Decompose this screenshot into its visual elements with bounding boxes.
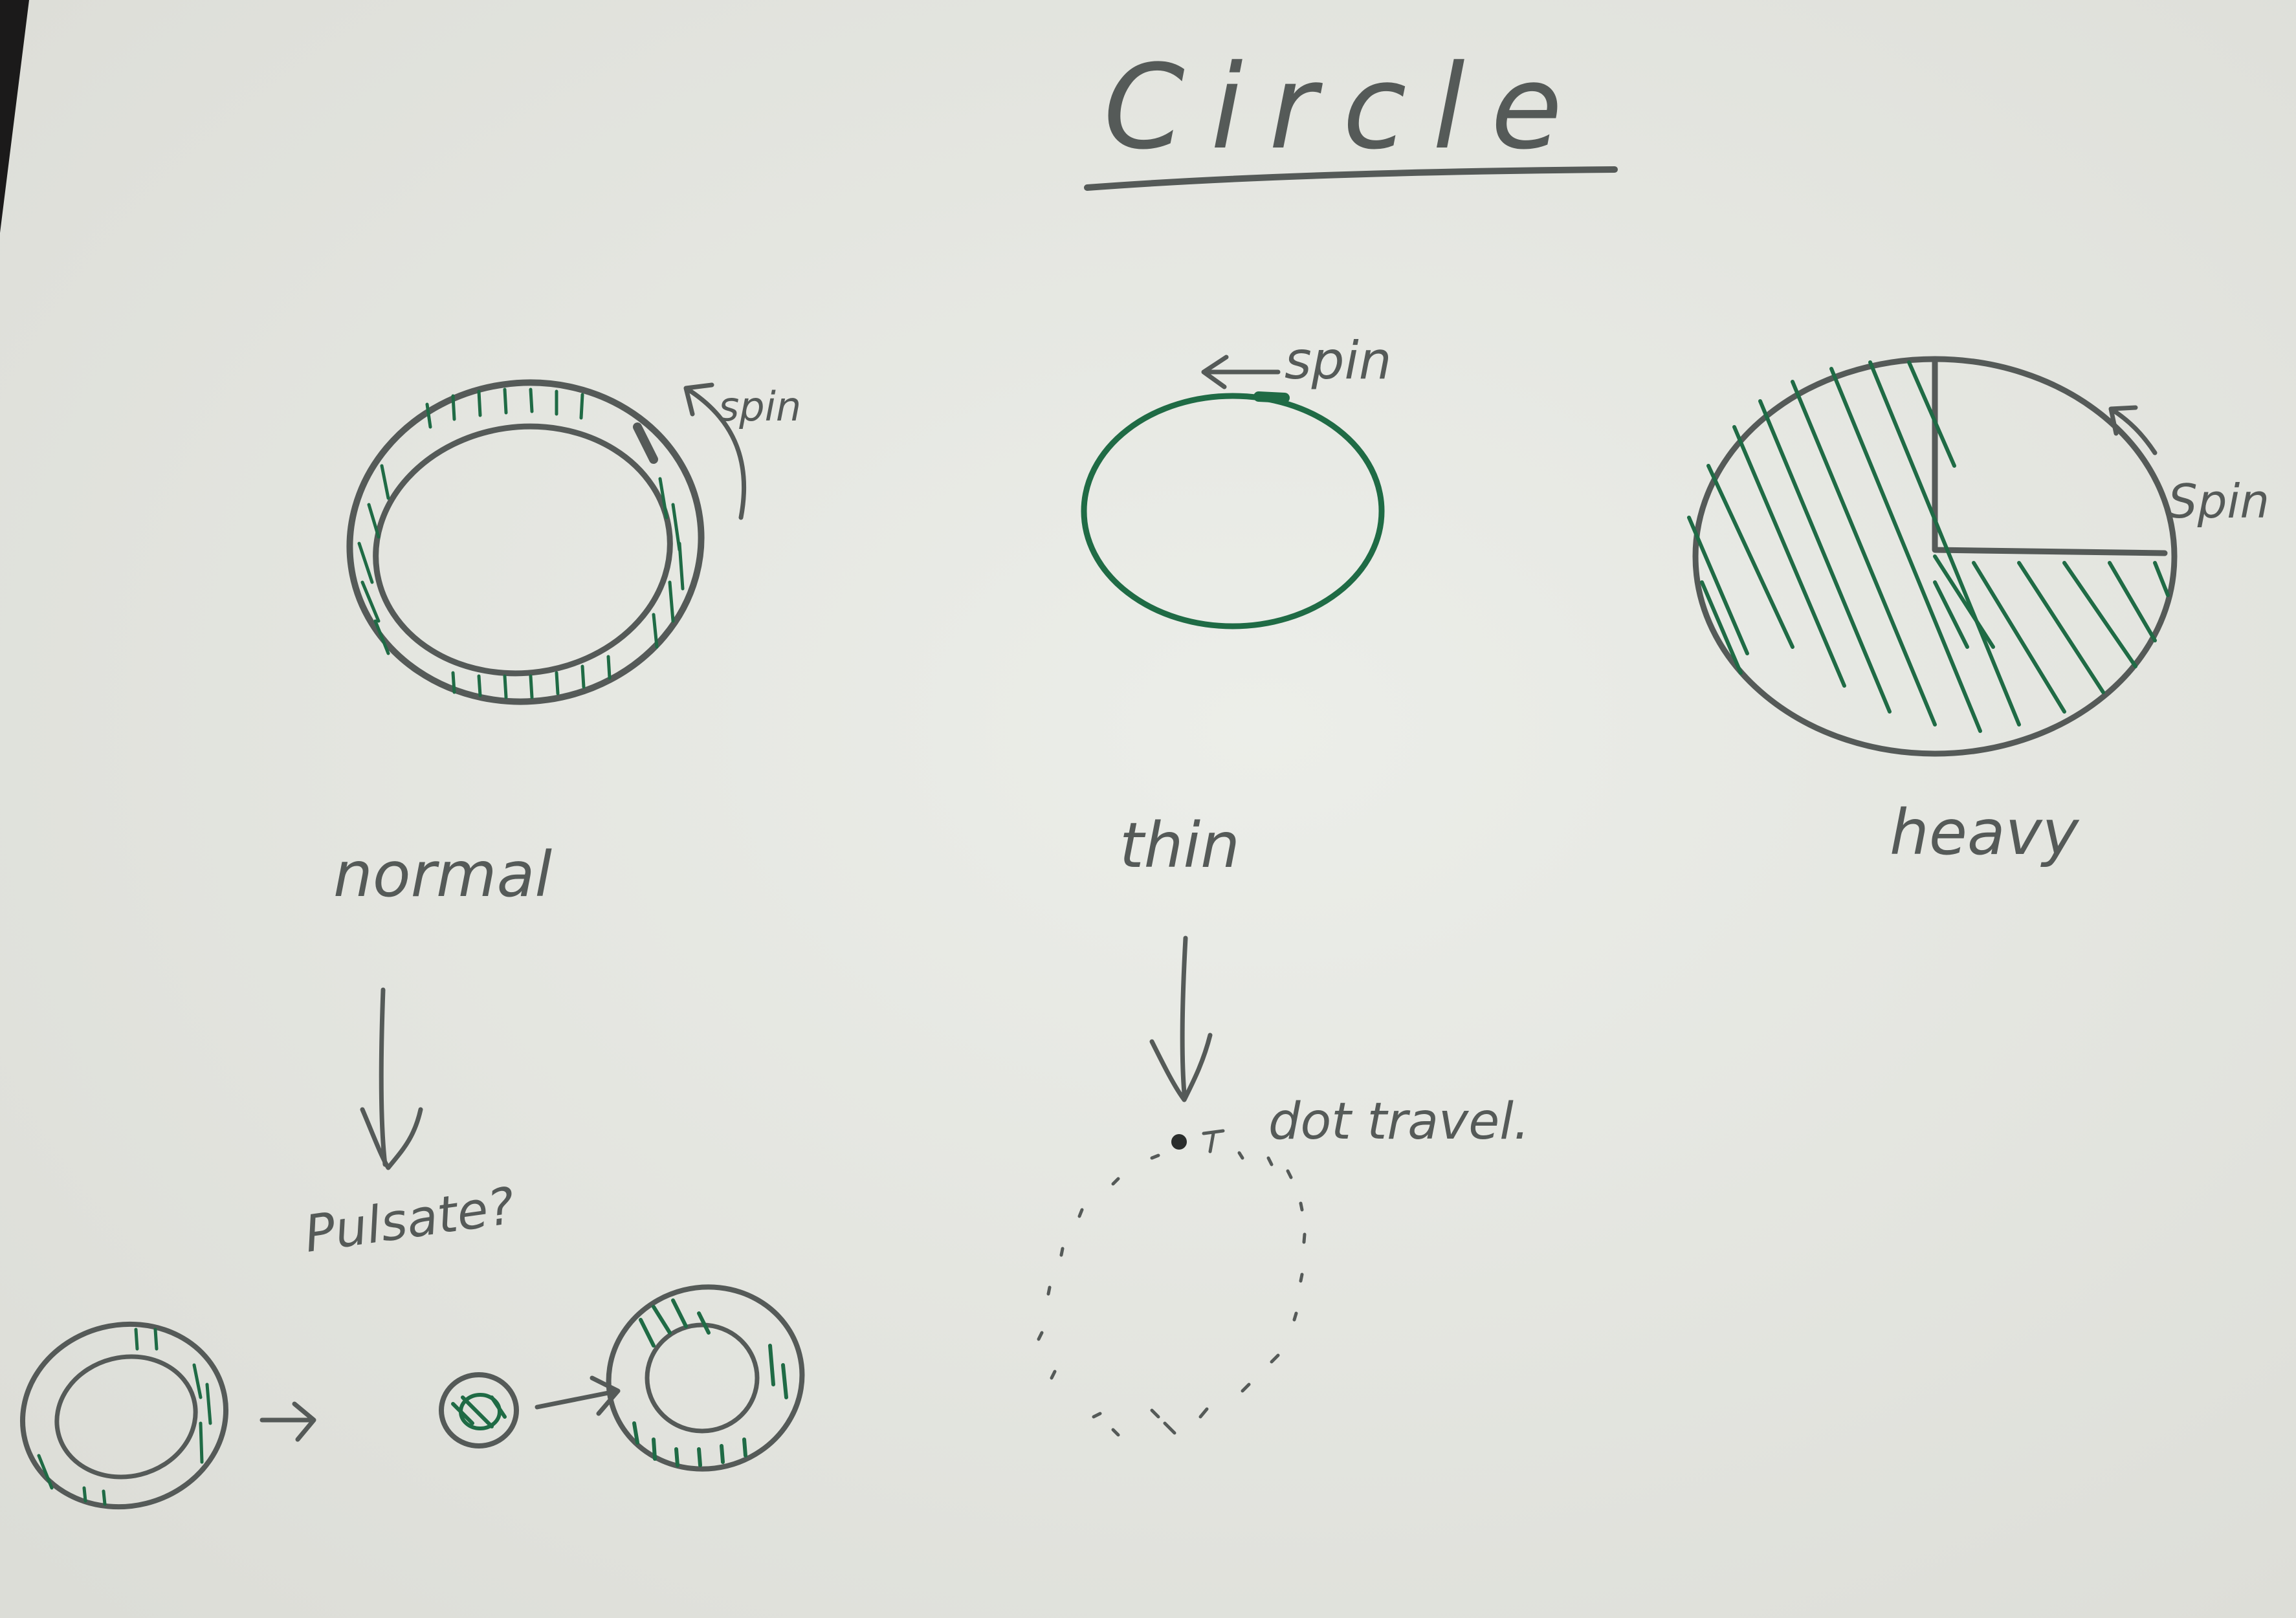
thin-circle bbox=[1081, 393, 1385, 629]
normal-ring-outer bbox=[346, 379, 705, 705]
pulse-arrow-1 bbox=[259, 1401, 316, 1442]
normal-ring-inner bbox=[373, 423, 673, 677]
pulse-ring-3-hatching bbox=[632, 1298, 788, 1467]
thin-spin-arrow bbox=[1201, 355, 1281, 389]
travel-dot bbox=[1171, 1134, 1187, 1150]
normal-spin-arrow bbox=[683, 382, 747, 520]
pulse-ring-1-inner bbox=[54, 1354, 198, 1480]
dot-travel-sketch: dot travel. bbox=[1037, 935, 1530, 1437]
heavy-pie-sketch: Spin heavy bbox=[1687, 356, 2269, 869]
normal-ring-hatching bbox=[357, 388, 685, 699]
normal-label: normal bbox=[333, 838, 552, 911]
heavy-spin-arrow bbox=[2108, 405, 2158, 455]
page-title: Circle bbox=[1103, 40, 1588, 175]
thin-label: thin bbox=[1120, 809, 1240, 882]
heavy-spin-label: Spin bbox=[2168, 474, 2269, 529]
thin-circle-sketch: spin thin bbox=[1081, 331, 1391, 882]
heavy-pie-hatching bbox=[1687, 360, 2170, 733]
dot-travel-label: dot travel. bbox=[1268, 1093, 1530, 1151]
dotted-path bbox=[1037, 1151, 1307, 1437]
normal-ring-sketch: spin normal bbox=[333, 379, 801, 911]
normal-spin-label: spin bbox=[718, 383, 801, 430]
title-underline bbox=[1084, 166, 1618, 191]
pulse-ring-3-outer bbox=[606, 1284, 805, 1472]
pulse-ring-1-hatching bbox=[37, 1328, 212, 1506]
pulse-ring-2-outer bbox=[439, 1372, 519, 1449]
normal-ring-divider bbox=[633, 422, 658, 464]
title-group: Circle bbox=[1084, 40, 1618, 191]
dot-travel-down-arrow bbox=[1149, 935, 1213, 1102]
thin-circle-gap-mark bbox=[1253, 391, 1290, 403]
pulsate-down-arrow bbox=[360, 987, 423, 1170]
pulse-ring-3-inner bbox=[645, 1322, 760, 1434]
heavy-label: heavy bbox=[1890, 796, 2080, 869]
thin-spin-label: spin bbox=[1285, 331, 1391, 391]
table-edge bbox=[0, 0, 29, 233]
pulse-ring-1-outer bbox=[19, 1321, 229, 1510]
pulse-arrow-2 bbox=[535, 1375, 621, 1416]
